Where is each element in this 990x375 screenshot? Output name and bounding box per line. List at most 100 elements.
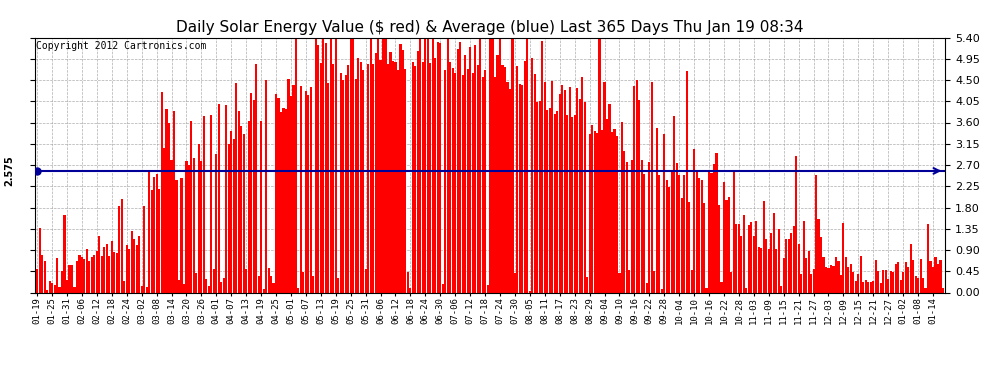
Bar: [61, 271, 63, 292]
Bar: [208, 286, 210, 292]
Bar: [352, 39, 354, 292]
Bar: [922, 278, 924, 292]
Bar: [430, 63, 432, 292]
Bar: [925, 288, 927, 292]
Bar: [631, 160, 633, 292]
Bar: [315, 39, 317, 292]
Bar: [780, 286, 782, 292]
Bar: [417, 51, 419, 292]
Bar: [78, 255, 80, 292]
Bar: [840, 275, 842, 292]
Bar: [624, 151, 626, 292]
Bar: [742, 215, 744, 292]
Bar: [285, 108, 287, 292]
Bar: [270, 276, 272, 292]
Bar: [537, 102, 539, 292]
Bar: [49, 281, 50, 292]
Bar: [808, 252, 810, 292]
Bar: [53, 285, 55, 292]
Bar: [683, 175, 685, 292]
Bar: [658, 176, 660, 292]
Bar: [698, 178, 700, 292]
Bar: [359, 62, 361, 292]
Bar: [935, 256, 937, 292]
Bar: [542, 41, 544, 292]
Bar: [280, 111, 282, 292]
Bar: [432, 39, 434, 292]
Bar: [849, 264, 852, 292]
Bar: [427, 39, 429, 292]
Bar: [96, 252, 98, 292]
Bar: [389, 52, 392, 292]
Bar: [305, 92, 307, 292]
Bar: [131, 231, 133, 292]
Bar: [133, 239, 136, 292]
Bar: [101, 256, 103, 292]
Bar: [292, 85, 294, 292]
Bar: [619, 273, 621, 292]
Bar: [404, 69, 407, 292]
Bar: [897, 262, 899, 292]
Bar: [333, 64, 335, 292]
Bar: [354, 79, 356, 292]
Bar: [778, 229, 780, 292]
Bar: [882, 270, 884, 292]
Bar: [464, 56, 466, 292]
Bar: [392, 61, 394, 292]
Bar: [798, 244, 800, 292]
Bar: [236, 83, 238, 292]
Bar: [252, 100, 254, 292]
Bar: [451, 68, 453, 292]
Bar: [905, 262, 907, 292]
Bar: [680, 198, 683, 292]
Bar: [917, 278, 919, 292]
Bar: [409, 288, 412, 292]
Bar: [655, 128, 657, 292]
Bar: [606, 119, 608, 292]
Bar: [461, 75, 463, 292]
Bar: [862, 282, 864, 292]
Bar: [233, 139, 235, 292]
Bar: [241, 126, 243, 292]
Text: Copyright 2012 Cartronics.com: Copyright 2012 Cartronics.com: [37, 41, 207, 51]
Bar: [660, 289, 663, 292]
Bar: [494, 77, 496, 292]
Bar: [604, 82, 606, 292]
Bar: [750, 222, 752, 292]
Bar: [741, 236, 742, 292]
Bar: [907, 267, 909, 292]
Bar: [532, 58, 534, 292]
Bar: [203, 116, 205, 292]
Bar: [160, 92, 162, 292]
Bar: [686, 71, 688, 292]
Bar: [507, 82, 509, 292]
Bar: [706, 288, 708, 292]
Bar: [648, 162, 650, 292]
Bar: [529, 291, 531, 292]
Bar: [509, 88, 511, 292]
Bar: [900, 280, 902, 292]
Bar: [833, 266, 835, 292]
Bar: [56, 258, 58, 292]
Bar: [479, 39, 481, 292]
Bar: [828, 268, 830, 292]
Bar: [864, 280, 867, 292]
Bar: [210, 115, 213, 292]
Bar: [108, 256, 110, 292]
Bar: [614, 129, 616, 292]
Bar: [785, 238, 787, 292]
Bar: [870, 282, 872, 292]
Bar: [265, 80, 267, 292]
Bar: [621, 122, 623, 292]
Bar: [225, 105, 228, 292]
Bar: [150, 189, 152, 292]
Bar: [474, 45, 476, 292]
Bar: [940, 260, 941, 292]
Bar: [835, 257, 837, 292]
Bar: [566, 115, 568, 292]
Bar: [200, 160, 202, 292]
Bar: [338, 278, 340, 292]
Bar: [349, 39, 351, 292]
Bar: [634, 86, 636, 292]
Bar: [668, 187, 670, 292]
